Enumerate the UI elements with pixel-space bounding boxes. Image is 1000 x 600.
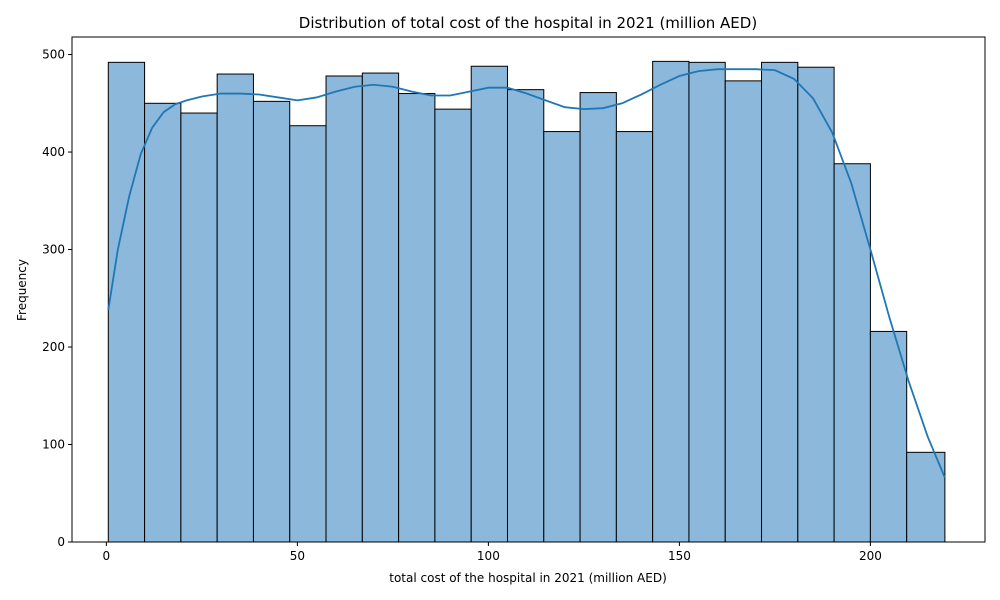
histogram-bar (325, 75, 363, 543)
histogram-bar (652, 60, 690, 543)
histogram-bar (398, 93, 436, 543)
y-tick-label: 500 (42, 48, 65, 62)
y-tick-label: 300 (42, 243, 65, 257)
x-axis-label: total cost of the hospital in 2021 (mill… (389, 571, 667, 585)
x-tick-label: 0 (103, 549, 111, 563)
y-axis-ticks: 0 100 200 300 400 500 (42, 48, 72, 549)
histogram-bar (797, 66, 835, 543)
histogram-bar (361, 72, 400, 543)
histogram-bar (252, 100, 291, 543)
y-axis-label: Frequency (15, 259, 29, 321)
bars-group (107, 60, 946, 543)
histogram-bar (615, 131, 654, 543)
histogram-bar (761, 61, 799, 543)
histogram-bar (216, 73, 254, 543)
histogram-bar (579, 92, 617, 543)
x-axis-ticks: 0 50 100 150 200 (103, 542, 882, 563)
histogram-bar (688, 61, 726, 543)
x-tick-label: 100 (477, 549, 500, 563)
histogram-bar (144, 102, 182, 543)
histogram-bar (833, 163, 871, 543)
x-tick-label: 200 (859, 549, 882, 563)
chart-title: Distribution of total cost of the hospit… (299, 14, 757, 32)
histogram-bar (434, 108, 472, 543)
y-tick-label: 100 (42, 438, 65, 452)
y-tick-label: 0 (57, 535, 65, 549)
kde-curve (107, 68, 946, 479)
y-tick-label: 200 (42, 340, 65, 354)
y-tick-label: 400 (42, 145, 65, 159)
histogram-bar (289, 125, 327, 543)
x-tick-label: 50 (290, 549, 305, 563)
plot-frame (71, 36, 986, 543)
histogram-bar (869, 330, 908, 543)
histogram-bar (470, 65, 508, 543)
histogram-bar (906, 451, 946, 543)
histogram-bar (543, 131, 581, 543)
histogram-bar (107, 61, 146, 543)
histogram-bar (180, 112, 218, 543)
x-tick-label: 150 (668, 549, 691, 563)
histogram-bar (506, 89, 545, 543)
histogram-bar (724, 80, 763, 543)
